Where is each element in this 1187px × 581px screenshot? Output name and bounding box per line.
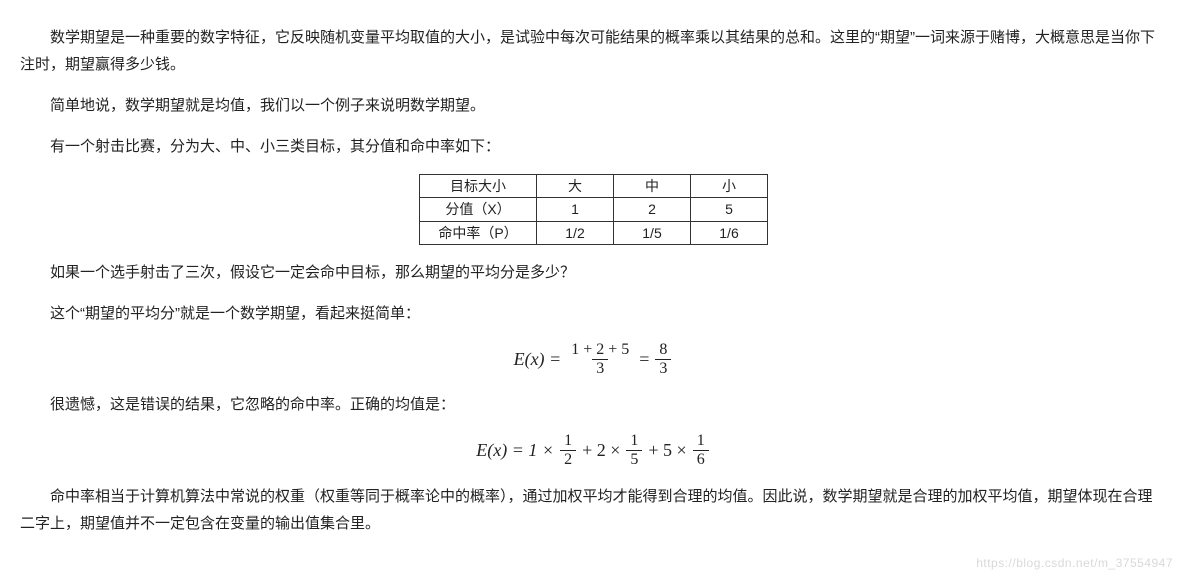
denominator: 6 [693,450,709,469]
table-cell: 5 [691,198,768,221]
fraction: 1 2 [560,432,576,468]
numerator: 8 [655,341,671,359]
para-conclusion: 命中率相当于计算机算法中常说的权重（权重等同于概率论中的概率），通过加权平均才能… [20,483,1167,537]
table-header: 分值（X） [420,198,537,221]
para-intro: 数学期望是一种重要的数字特征，它反映随机变量平均取值的大小，是试验中每次可能结果… [20,24,1167,78]
para-mean: 简单地说，数学期望就是均值，我们以一个例子来说明数学期望。 [20,92,1167,119]
para-wrong: 很遗憾，这是错误的结果，它忽略的命中率。正确的均值是： [20,391,1167,418]
table-row: 命中率（P） 1/2 1/5 1/6 [420,221,768,244]
para-example-intro: 有一个射击比赛，分为大、中、小三类目标，其分值和命中率如下： [20,133,1167,160]
numerator: 1 [626,432,642,450]
table-header: 目标大小 [420,175,537,198]
formula-wrong: E(x) = 1 + 2 + 5 3 = 8 3 [20,341,1167,377]
fraction: 1 + 2 + 5 3 [567,341,633,377]
table-cell: 小 [691,175,768,198]
plus: + 2 × [582,434,620,466]
formula-lhs: E(x) = 1 × [476,434,554,466]
table-cell: 1/5 [614,221,691,244]
table-cell: 2 [614,198,691,221]
formula-correct: E(x) = 1 × 1 2 + 2 × 1 5 + 5 × 1 6 [20,432,1167,468]
table-header: 命中率（P） [420,221,537,244]
denominator: 3 [592,359,608,378]
numerator: 1 [560,432,576,450]
equals: = [639,343,649,375]
fraction: 1 6 [693,432,709,468]
target-table: 目标大小 大 中 小 分值（X） 1 2 5 命中率（P） 1/2 1/5 1/… [419,174,768,245]
table-row: 分值（X） 1 2 5 [420,198,768,221]
formula-lhs: E(x) = [514,343,562,375]
plus: + 5 × [648,434,686,466]
numerator: 1 + 2 + 5 [567,341,633,359]
denominator: 5 [626,450,642,469]
table-cell: 1 [537,198,614,221]
table-cell: 1/6 [691,221,768,244]
table-cell: 1/2 [537,221,614,244]
denominator: 3 [655,359,671,378]
table-cell: 大 [537,175,614,198]
denominator: 2 [560,450,576,469]
table-cell: 中 [614,175,691,198]
fraction: 1 5 [626,432,642,468]
numerator: 1 [693,432,709,450]
para-simple: 这个“期望的平均分”就是一个数学期望，看起来挺简单： [20,300,1167,327]
table-row: 目标大小 大 中 小 [420,175,768,198]
fraction: 8 3 [655,341,671,377]
watermark: https://blog.csdn.net/m_37554947 [976,553,1173,575]
para-question: 如果一个选手射击了三次，假设它一定会命中目标，那么期望的平均分是多少？ [20,259,1167,286]
